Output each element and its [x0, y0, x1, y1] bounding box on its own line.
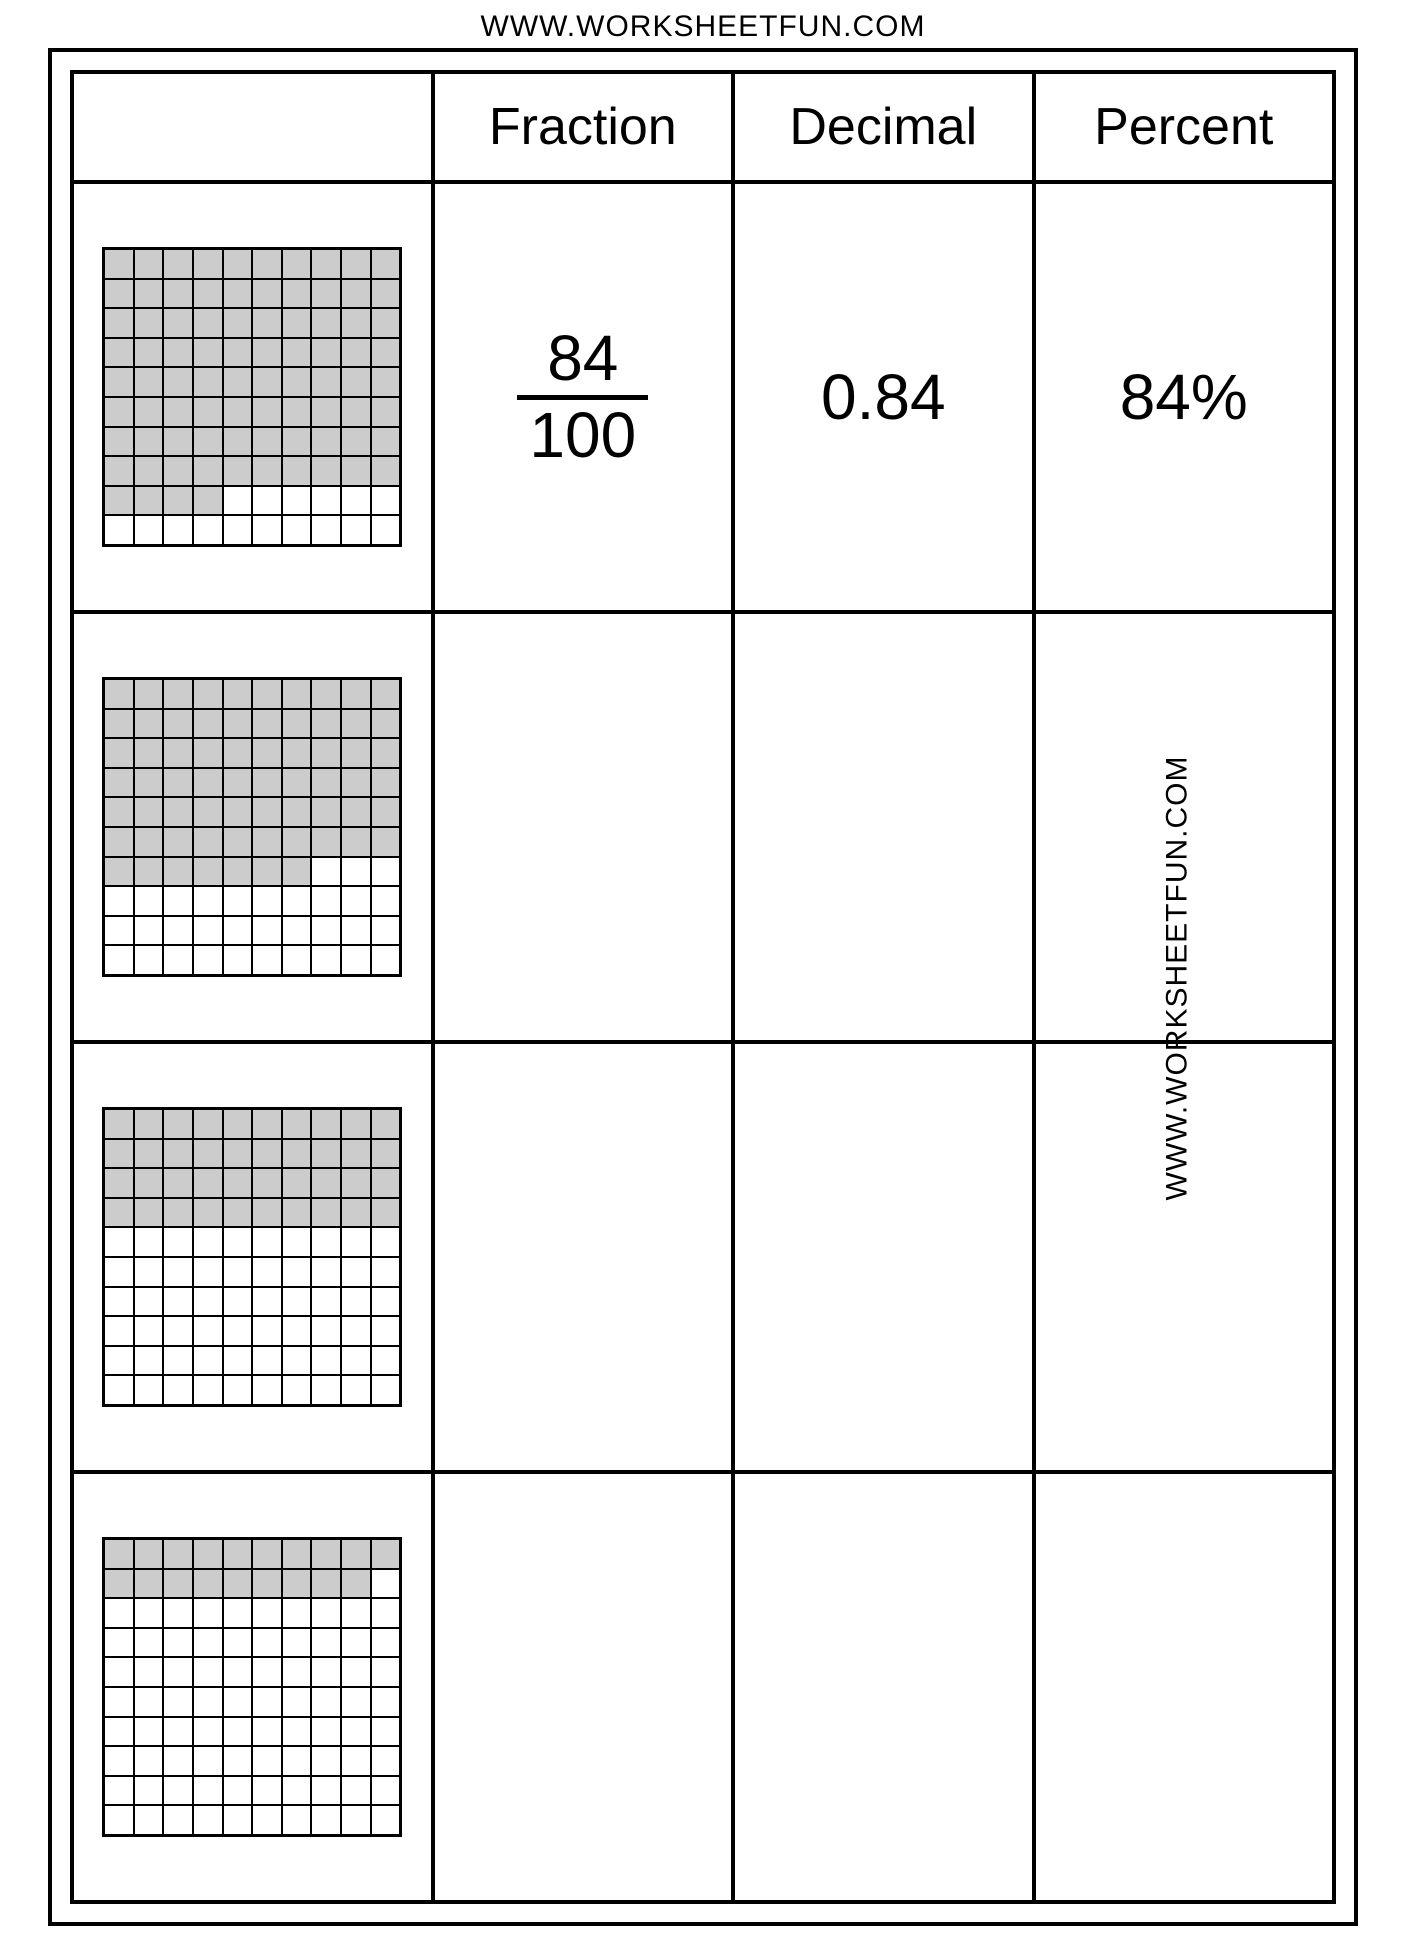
percent-value: 84%	[1120, 361, 1248, 433]
grid-cell	[72, 1042, 433, 1472]
table-row: 84100 0.84 84%	[72, 182, 1334, 612]
branding-url-side: WWW.WORKSHEETFUN.COM	[1161, 756, 1195, 1201]
header-fraction: Fraction	[433, 72, 733, 182]
decimal-cell	[733, 1042, 1033, 1472]
hundred-grid	[102, 677, 402, 977]
branding-url-top: WWW.WORKSHEETFUN.COM	[48, 10, 1358, 44]
fraction-cell	[433, 1042, 733, 1472]
header-grid	[72, 72, 433, 182]
fraction-value: 84100	[517, 325, 648, 468]
hundred-grid	[102, 1107, 402, 1407]
hundred-grid	[102, 1537, 402, 1837]
decimal-cell: 0.84	[733, 182, 1033, 612]
table-row	[72, 1042, 1334, 1472]
header-percent: Percent	[1034, 72, 1335, 182]
fraction-cell	[433, 1472, 733, 1902]
decimal-value: 0.84	[821, 361, 946, 433]
grid-cell	[72, 1472, 433, 1902]
percent-cell	[1034, 1472, 1335, 1902]
table-row	[72, 612, 1334, 1042]
percent-cell: 84%	[1034, 182, 1335, 612]
decimal-cell	[733, 612, 1033, 1042]
fraction-cell: 84100	[433, 182, 733, 612]
grid-cell	[72, 182, 433, 612]
grid-cell	[72, 612, 433, 1042]
fraction-cell	[433, 612, 733, 1042]
hundred-grid	[102, 247, 402, 547]
header-decimal: Decimal	[733, 72, 1033, 182]
fraction-denominator: 100	[517, 400, 648, 469]
decimal-cell	[733, 1472, 1033, 1902]
header-row: Fraction Decimal Percent	[72, 72, 1334, 182]
fraction-numerator: 84	[517, 325, 648, 399]
table-row	[72, 1472, 1334, 1902]
worksheet-page: WWW.WORKSHEETFUN.COM WWW.WORKSHEETFUN.CO…	[0, 0, 1406, 1956]
worksheet-table: Fraction Decimal Percent 84100 0.84 84%	[70, 70, 1336, 1904]
